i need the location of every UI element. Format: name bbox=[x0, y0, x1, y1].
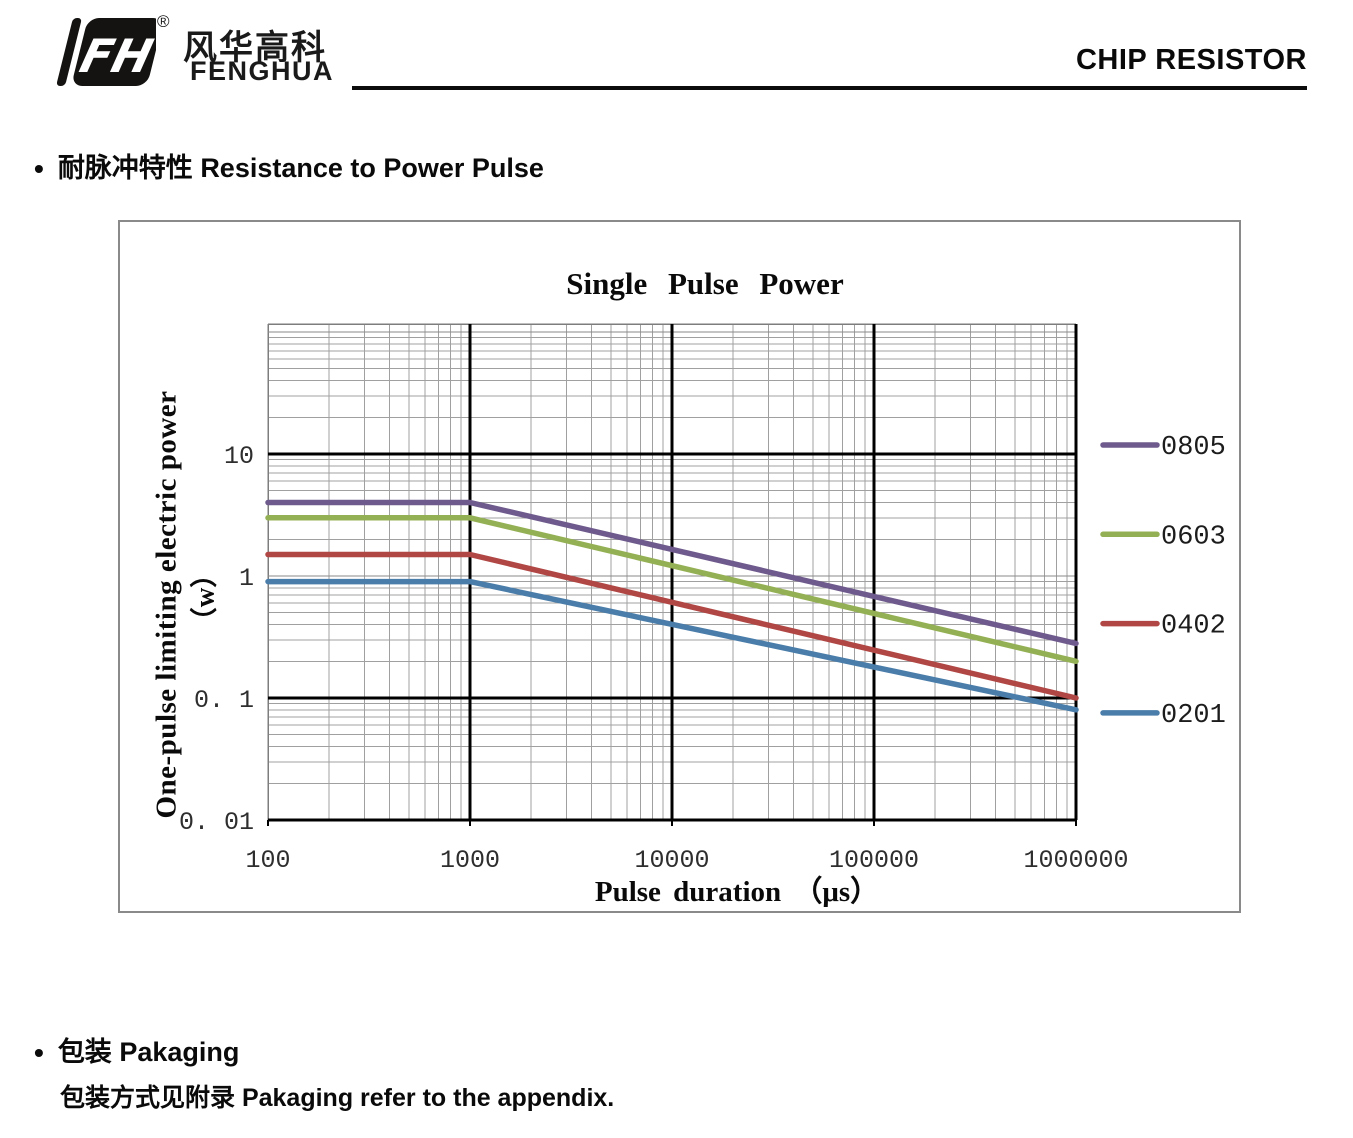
pulse-section-heading: • 耐脉冲特性 Resistance to Power Pulse bbox=[34, 146, 544, 185]
legend: 0805 0603 0402 0201 bbox=[1100, 433, 1226, 731]
x-tick-label: 10000 bbox=[634, 846, 709, 875]
svg-text:FH: FH bbox=[75, 31, 156, 84]
series-line-0603 bbox=[265, 515, 1079, 665]
y-tick-label: 1 bbox=[239, 564, 254, 593]
y-axis-title: One-pulse limiting electric power bbox=[150, 390, 183, 819]
x-tick-label: 100000 bbox=[829, 846, 919, 875]
legend-label: 0201 bbox=[1161, 701, 1226, 731]
brand-name-chinese: 风华高科 bbox=[183, 29, 327, 67]
page-title: CHIP RESISTOR bbox=[1075, 44, 1307, 76]
bullet-icon: • bbox=[34, 1037, 44, 1068]
y-tick-label: 10 bbox=[224, 442, 254, 471]
x-tick-label: 1000000 bbox=[1023, 846, 1128, 875]
tick-labels: 100 1000 10000 100000 1000000 10 1 0. 1 0. 01 bbox=[179, 442, 1129, 875]
legend-label: 0805 bbox=[1161, 433, 1226, 463]
y-tick-label: 0. 1 bbox=[194, 686, 254, 715]
packaging-section-title: 包装 Pakaging bbox=[57, 1037, 240, 1067]
pulse-section-title: 耐脉冲特性 Resistance to Power Pulse bbox=[57, 153, 544, 183]
chart-title: Single Pulse Power bbox=[566, 266, 844, 301]
gridlines bbox=[267, 323, 1078, 826]
x-axis-title: Pulse duration （μs） bbox=[594, 876, 880, 908]
fenghua-logo: FH ® 风华高科 FENGHUA bbox=[0, 0, 360, 100]
legend-item-0805: 0805 bbox=[1100, 433, 1226, 463]
y-tick-label: 0. 01 bbox=[179, 808, 254, 837]
header-divider bbox=[352, 86, 1307, 90]
registered-trademark-icon: ® bbox=[157, 12, 170, 31]
packaging-note: 包装方式见附录 Pakaging refer to the appendix. bbox=[60, 1084, 615, 1112]
series-line-0201 bbox=[265, 578, 1079, 713]
legend-item-0402: 0402 bbox=[1100, 612, 1226, 642]
series-line-0805 bbox=[265, 499, 1079, 647]
chart-panel: 0805 0603 0402 0201 100 1000 10000 100000 100000… bbox=[118, 220, 1241, 913]
series-line-0402 bbox=[265, 551, 1079, 701]
x-tick-label: 100 bbox=[245, 846, 290, 875]
series-lines bbox=[265, 499, 1079, 713]
x-tick-label: 1000 bbox=[440, 846, 500, 875]
bullet-icon: • bbox=[34, 153, 44, 184]
fenghua-logo-icon: FH bbox=[56, 18, 156, 86]
packaging-section-heading: • 包装 Pakaging bbox=[34, 1030, 239, 1069]
y-axis-unit: （w） bbox=[189, 560, 220, 635]
legend-item-0201: 0201 bbox=[1100, 701, 1226, 731]
brand-name-english: FENGHUA bbox=[190, 56, 334, 86]
legend-item-0603: 0603 bbox=[1100, 522, 1226, 552]
legend-label: 0603 bbox=[1161, 522, 1226, 552]
single-pulse-power-chart: 0805 0603 0402 0201 100 1000 10000 100000 100000… bbox=[179, 323, 1226, 875]
legend-label: 0402 bbox=[1161, 612, 1226, 642]
